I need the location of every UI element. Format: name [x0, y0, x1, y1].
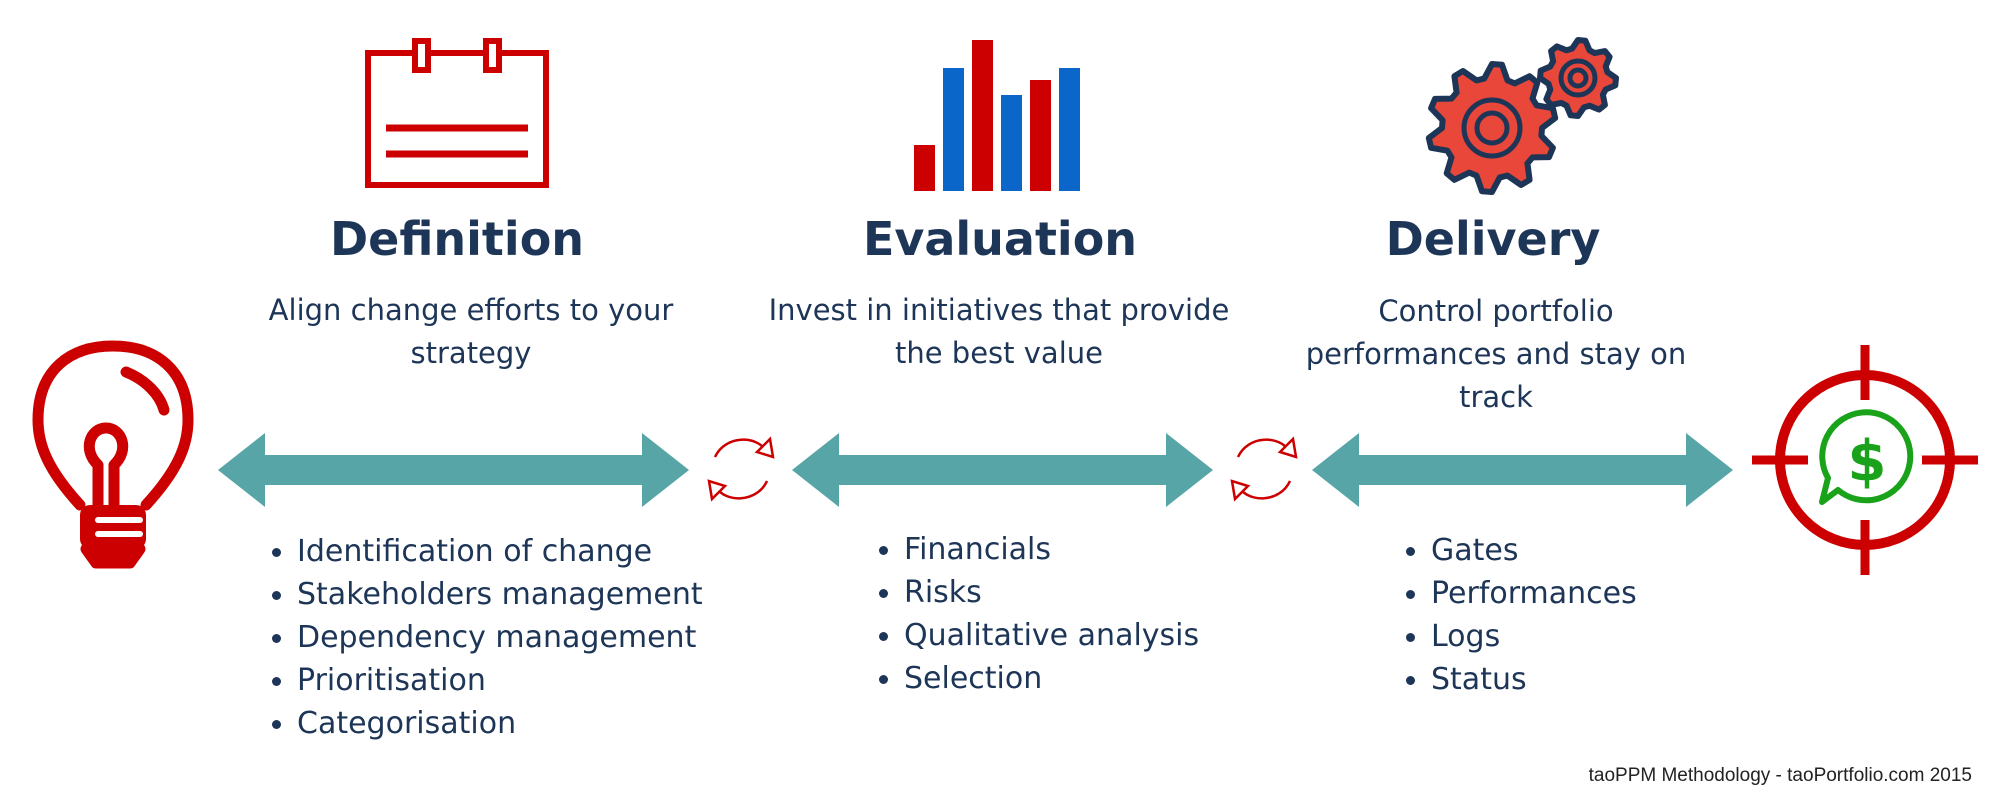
- gear-ring: [1567, 67, 1589, 89]
- calendar-icon: [365, 38, 549, 188]
- gear-ring: [1474, 110, 1510, 146]
- stage-subtitle-delivery: Control portfolio performances and stay …: [1305, 294, 1687, 414]
- list-item: Dependency management: [269, 616, 703, 659]
- list-item: Prioritisation: [269, 659, 703, 702]
- stage-title-evaluation: Evaluation: [862, 212, 1138, 266]
- lightbulb-icon: [32, 340, 194, 569]
- double-arrow-evaluation: [792, 433, 1213, 507]
- list-item: Selection: [876, 657, 1199, 700]
- refresh-cycle-icon: [1230, 436, 1298, 502]
- footer-credit: taoPPM Methodology - taoPortfolio.com 20…: [1588, 765, 1972, 786]
- list-item: Stakeholders management: [269, 573, 703, 616]
- gear-shape: [1425, 61, 1559, 195]
- stage-title-delivery: Delivery: [1385, 212, 1601, 266]
- stage-list-evaluation: Financials Risks Qualitative analysis Se…: [876, 528, 1199, 700]
- stage-title-definition: Definition: [329, 212, 585, 266]
- gear-shape: [1537, 37, 1619, 119]
- stage-subtitle-definition: Align change efforts to your strategy: [268, 293, 674, 370]
- list-item: Logs: [1403, 615, 1637, 658]
- gear-ring: [1461, 97, 1523, 159]
- double-arrow-delivery: [1312, 433, 1733, 507]
- gear-ring: [1558, 58, 1598, 98]
- bar-chart-icon: [914, 40, 1080, 191]
- list-item: Identification of change: [269, 530, 703, 573]
- gears-icon: [1425, 37, 1619, 195]
- stage-list-definition: Identification of change Stakeholders ma…: [269, 530, 703, 745]
- target-dollar-icon: $: [1752, 345, 1978, 575]
- double-arrow-definition: [218, 433, 689, 507]
- list-item: Qualitative analysis: [876, 614, 1199, 657]
- stage-list-delivery: Gates Performances Logs Status: [1403, 529, 1637, 701]
- list-item: Performances: [1403, 572, 1637, 615]
- svg-text:$: $: [1848, 429, 1887, 494]
- list-item: Categorisation: [269, 702, 703, 745]
- stage-subtitle-evaluation: Invest in initiatives that provide the b…: [768, 293, 1230, 370]
- list-item: Gates: [1403, 529, 1637, 572]
- stage-arrows: [218, 433, 1733, 507]
- list-item: Risks: [876, 571, 1199, 614]
- list-item: Status: [1403, 658, 1637, 701]
- refresh-cycle-icon: [707, 436, 775, 502]
- list-item: Financials: [876, 528, 1199, 571]
